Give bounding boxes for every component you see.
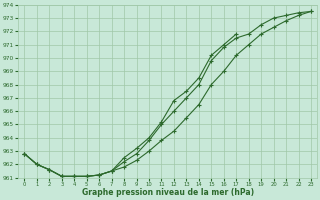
X-axis label: Graphe pression niveau de la mer (hPa): Graphe pression niveau de la mer (hPa) bbox=[82, 188, 254, 197]
